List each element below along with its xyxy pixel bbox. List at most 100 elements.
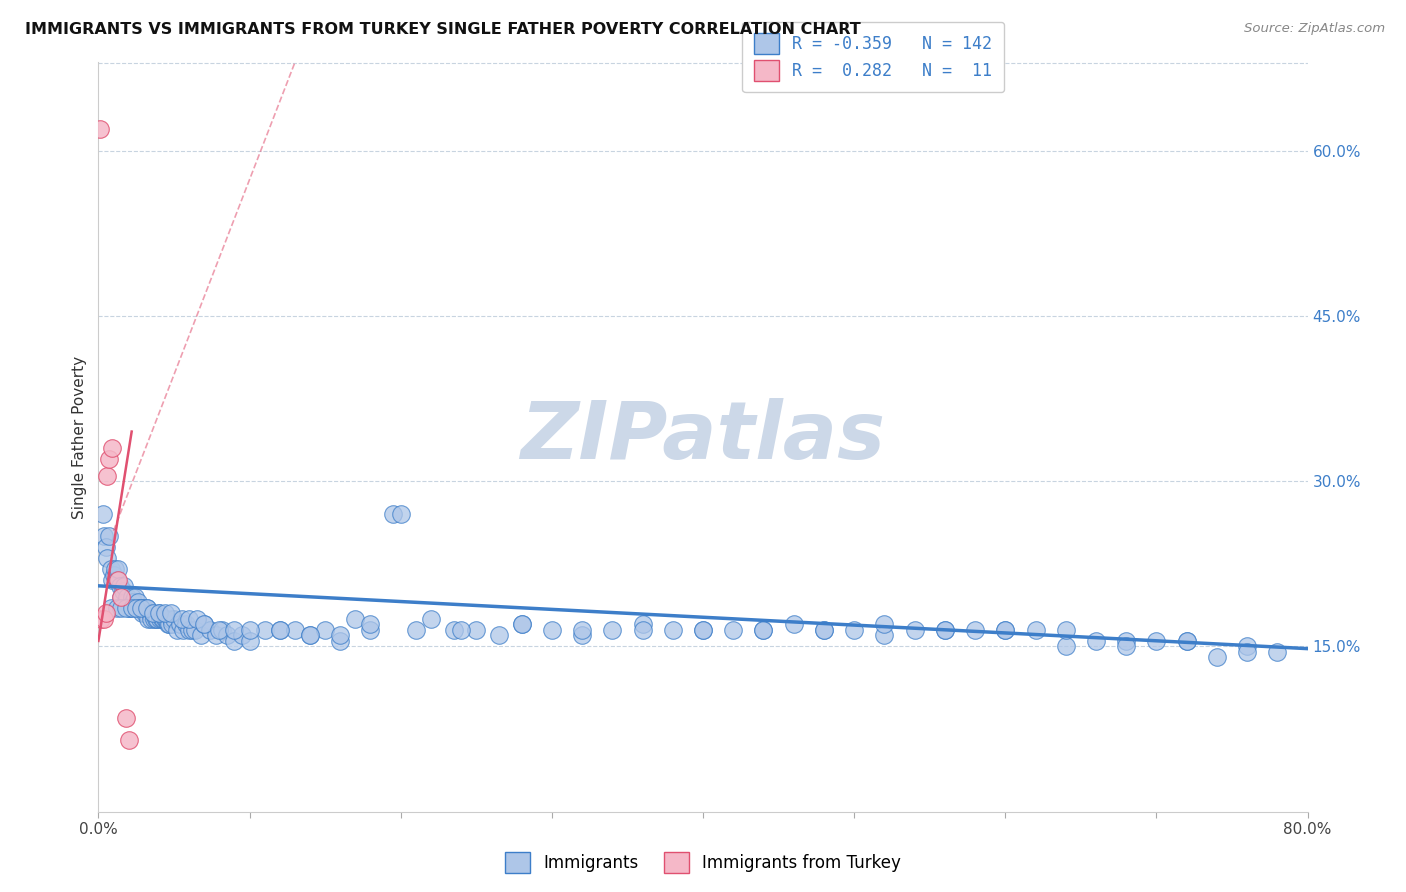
Point (101, 441, 124, 455)
Point (134, 607, 156, 621)
Point (253, 623, 276, 637)
Point (110, 590, 132, 604)
Point (420, 612, 443, 626)
Point (692, 623, 714, 637)
Point (344, 612, 367, 626)
Legend: R = -0.359   N = 142, R =  0.282   N =  11: R = -0.359 N = 142, R = 0.282 N = 11 (742, 21, 1004, 93)
Point (443, 623, 465, 637)
Point (873, 628, 896, 642)
Point (1236, 640, 1258, 654)
Point (156, 617, 179, 632)
Point (510, 617, 533, 632)
Point (284, 623, 307, 637)
Point (994, 623, 1017, 637)
Point (89, 121, 111, 136)
Point (114, 595, 136, 609)
Point (231, 628, 253, 642)
Point (91, 507, 114, 521)
Point (269, 623, 291, 637)
Point (125, 600, 148, 615)
Point (661, 623, 683, 637)
Point (122, 595, 145, 609)
Point (128, 600, 150, 615)
Point (160, 612, 183, 626)
Point (813, 623, 835, 637)
Point (904, 623, 927, 637)
Point (211, 623, 233, 637)
Point (155, 612, 177, 626)
Point (224, 634, 246, 648)
Point (450, 623, 472, 637)
Point (190, 628, 212, 642)
Point (994, 623, 1017, 637)
Point (129, 600, 152, 615)
Point (94, 607, 117, 621)
Point (110, 600, 132, 615)
Point (179, 623, 201, 637)
Point (181, 623, 204, 637)
Point (299, 628, 322, 642)
Legend: Immigrants, Immigrants from Turkey: Immigrants, Immigrants from Turkey (499, 846, 907, 880)
Point (215, 628, 238, 642)
Point (723, 623, 745, 637)
Point (1024, 623, 1046, 637)
Point (1236, 645, 1258, 659)
Point (783, 617, 806, 632)
Point (160, 607, 183, 621)
Point (131, 607, 153, 621)
Point (139, 607, 162, 621)
Point (90, 612, 112, 626)
Point (1144, 634, 1167, 648)
Point (752, 623, 775, 637)
Point (174, 617, 197, 632)
Point (813, 623, 835, 637)
Point (94, 541, 117, 555)
Point (93, 529, 115, 543)
Point (571, 628, 593, 642)
Point (571, 623, 593, 637)
Point (752, 623, 775, 637)
Point (105, 574, 128, 588)
Text: ZIPatlas: ZIPatlas (520, 398, 886, 476)
Point (172, 623, 194, 637)
Point (162, 617, 184, 632)
Point (121, 590, 143, 604)
Point (142, 607, 165, 621)
Point (186, 612, 208, 626)
Point (107, 562, 129, 576)
Point (105, 600, 128, 615)
Y-axis label: Single Father Poverty: Single Father Poverty (72, 356, 87, 518)
Point (127, 595, 149, 609)
Point (135, 600, 157, 615)
Point (150, 612, 173, 626)
Point (465, 623, 488, 637)
Point (299, 628, 322, 642)
Point (224, 623, 246, 637)
Point (124, 590, 146, 604)
Point (965, 623, 987, 637)
Point (125, 600, 148, 615)
Point (111, 584, 134, 599)
Point (166, 623, 188, 637)
Point (143, 612, 166, 626)
Point (96, 468, 118, 483)
Point (152, 612, 174, 626)
Point (163, 612, 186, 626)
Point (314, 623, 336, 637)
Point (1175, 634, 1198, 648)
Point (114, 600, 136, 615)
Point (1206, 650, 1229, 665)
Point (170, 612, 193, 626)
Point (108, 579, 131, 593)
Point (269, 623, 291, 637)
Point (112, 579, 135, 593)
Point (360, 623, 382, 637)
Point (93, 612, 115, 626)
Point (121, 600, 143, 615)
Point (1115, 634, 1137, 648)
Point (115, 590, 138, 604)
Point (129, 600, 152, 615)
Point (100, 562, 122, 576)
Point (631, 617, 654, 632)
Point (98, 452, 121, 467)
